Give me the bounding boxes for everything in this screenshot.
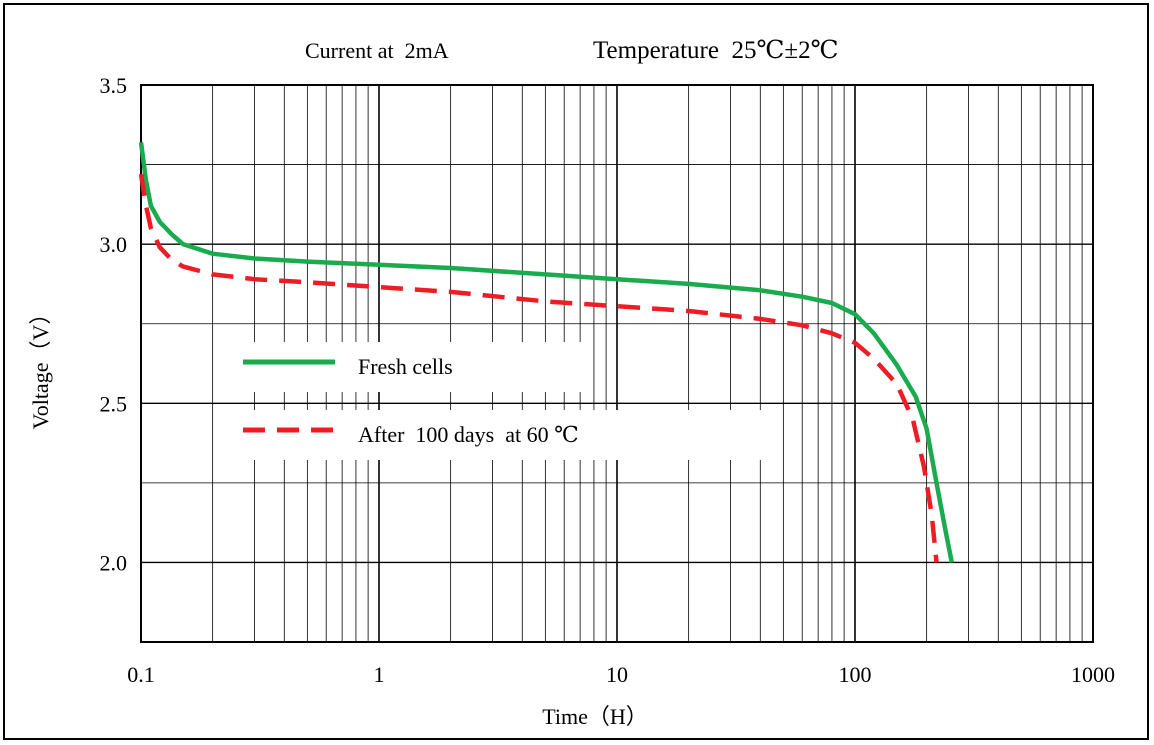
plot-border: [140, 84, 1094, 643]
x-tick-label: 1: [374, 662, 385, 687]
chart-title: Current at 2mA: [305, 38, 449, 63]
chart-subtitle: Temperature 25℃±2℃: [593, 37, 839, 64]
series-layer: [138, 142, 955, 563]
legend: Fresh cells After 100 days at 60 ℃: [216, 342, 776, 460]
legend-label-fresh: Fresh cells: [358, 354, 453, 379]
x-tick-label: 0.1: [127, 662, 155, 687]
tick-labels: 0.1 1 10 100 1000 3.5 3.0 2.5 2.0: [100, 73, 1116, 687]
legend-box-fresh: [216, 342, 588, 392]
x-tick-label: 100: [839, 662, 872, 687]
x-axis-label: Time（H）: [542, 704, 648, 729]
y-tick-label: 3.5: [100, 73, 128, 98]
y-tick-label: 3.0: [100, 232, 128, 257]
chart-frame: [3, 3, 1149, 740]
y-tick-label: 2.0: [100, 550, 128, 575]
x-tick-label: 1000: [1071, 662, 1115, 687]
y-axis-label: Voltage（V）: [28, 303, 53, 430]
legend-box-aged: [216, 410, 776, 460]
legend-label-aged: After 100 days at 60 ℃: [358, 422, 579, 447]
series-line-aged: [138, 173, 939, 563]
series-line-fresh: [138, 142, 955, 563]
x-tick-label: 10: [606, 662, 628, 687]
y-tick-label: 2.5: [100, 391, 128, 416]
